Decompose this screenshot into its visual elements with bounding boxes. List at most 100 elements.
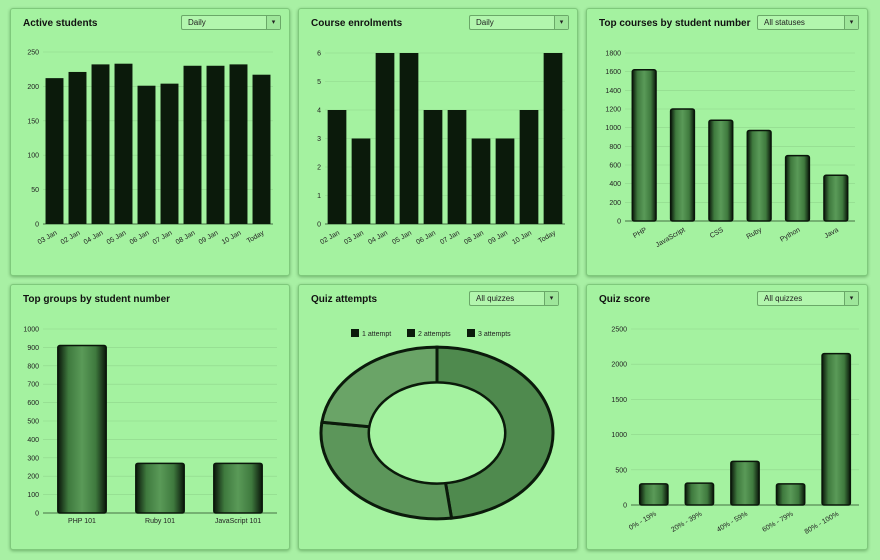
y-tick-label: 0: [35, 222, 39, 229]
bar[interactable]: [213, 462, 263, 514]
panel-active-students: Active students Daily ▾ 0 50 100 150 200 250 0…: [10, 8, 290, 276]
y-tick-label: 50: [31, 187, 39, 194]
quiz-score-chart: 0 500 1000 1500 2000 2500 0% - 19% 20% - 39% 40%…: [611, 327, 859, 536]
y-tick-label: 1000: [23, 327, 39, 334]
panel-course-enrolments: Course enrolments Daily ▾ 0 1 2 3 4 5 6 02 Jan 0…: [298, 8, 578, 276]
dropdown-value: Daily: [188, 18, 206, 27]
period-dropdown[interactable]: Daily ▾: [181, 15, 281, 30]
bar[interactable]: [114, 63, 133, 224]
y-tick-label: 700: [27, 382, 39, 389]
bar[interactable]: [229, 64, 248, 224]
top-courses-chart: 0 200 400 600 800 1000 1200 1400 1600 1800 PHP Java…: [605, 51, 855, 249]
top-groups-chart: 0 100 200 300 400 500 600 700 800 900 1000 PHP 101 R…: [23, 327, 277, 525]
status-dropdown[interactable]: All statuses ▾: [757, 15, 859, 30]
x-tick-label: JavaScript 101: [215, 518, 261, 525]
x-tick-label: 60% - 79%: [761, 511, 794, 534]
y-tick-label: 300: [27, 455, 39, 462]
bar[interactable]: [823, 174, 849, 222]
x-tick-label: 04 Jan: [83, 230, 105, 247]
dropdown-value: All statuses: [764, 18, 805, 27]
bar[interactable]: [519, 110, 539, 224]
x-tick-label: CSS: [709, 227, 725, 240]
x-tick-label: Ruby: [746, 226, 764, 240]
x-tick-label: 07 Jan: [152, 230, 174, 247]
quiz-attempts-chart: 1 attempt 2 attempts 3 attempts: [319, 329, 555, 521]
y-tick-label: 1200: [605, 107, 621, 114]
bar[interactable]: [68, 71, 87, 224]
bar[interactable]: [471, 138, 491, 225]
y-tick-label: 0: [623, 503, 627, 510]
bar[interactable]: [638, 483, 669, 506]
y-tick-label: 600: [27, 400, 39, 407]
bar[interactable]: [708, 119, 734, 222]
bar[interactable]: [351, 138, 371, 225]
bar[interactable]: [746, 129, 772, 222]
legend-swatch: [351, 329, 359, 337]
bar[interactable]: [91, 64, 110, 224]
x-tick-label: 08 Jan: [175, 230, 197, 247]
x-tick-label: Java: [824, 227, 840, 241]
period-dropdown[interactable]: Daily ▾: [469, 15, 569, 30]
bar[interactable]: [183, 65, 202, 224]
y-tick-label: 2000: [611, 362, 627, 369]
bar[interactable]: [135, 462, 185, 514]
y-tick-label: 1000: [605, 125, 621, 132]
bar[interactable]: [327, 110, 347, 224]
bar[interactable]: [57, 344, 107, 514]
panel-title: Active students: [23, 18, 98, 29]
x-tick-label: 02 Jan: [60, 230, 82, 247]
y-tick-label: 400: [609, 181, 621, 188]
y-tick-label: 5: [317, 79, 321, 86]
bar[interactable]: [423, 110, 443, 224]
x-tick-label: 03 Jan: [343, 230, 365, 247]
chevron-down-icon: ▾: [554, 16, 568, 29]
bar[interactable]: [206, 65, 225, 224]
bar[interactable]: [45, 78, 64, 224]
y-tick-label: 500: [615, 467, 627, 474]
x-tick-label: 05 Jan: [391, 230, 413, 247]
x-tick-label: 06 Jan: [415, 230, 437, 247]
panel-title: Quiz score: [599, 294, 651, 305]
y-tick-label: 200: [27, 84, 39, 91]
x-tick-label: 40% - 59%: [716, 511, 749, 534]
y-tick-label: 250: [27, 50, 39, 57]
quiz-dropdown[interactable]: All quizzes ▾: [757, 291, 859, 306]
x-tick-label: 06 Jan: [129, 230, 151, 247]
bar[interactable]: [543, 53, 563, 224]
bar[interactable]: [137, 85, 156, 224]
bar[interactable]: [784, 154, 811, 222]
y-tick-label: 0: [35, 511, 39, 518]
y-tick-label: 0: [317, 222, 321, 229]
y-tick-label: 200: [27, 474, 39, 481]
panel-title: Top courses by student number: [599, 18, 751, 29]
dropdown-value: All quizzes: [476, 294, 515, 303]
bar[interactable]: [399, 53, 419, 224]
quiz-dropdown[interactable]: All quizzes ▾: [469, 291, 559, 306]
x-tick-label: 08 Jan: [463, 230, 485, 247]
course-enrolments-chart: 0 1 2 3 4 5 6 02 Jan 03 Jan 04 Jan 05 Jan 06 Jan 07 …: [317, 51, 565, 247]
bar[interactable]: [447, 110, 467, 224]
y-tick-label: 6: [317, 51, 321, 58]
bar[interactable]: [631, 69, 657, 222]
y-tick-label: 2: [317, 165, 321, 172]
y-tick-label: 500: [27, 419, 39, 426]
bar[interactable]: [684, 482, 715, 506]
bar[interactable]: [730, 460, 760, 506]
y-tick-label: 600: [609, 163, 621, 170]
panel-title: Top groups by student number: [23, 294, 171, 305]
bar[interactable]: [669, 108, 696, 222]
bar[interactable]: [252, 74, 271, 224]
x-tick-label: 07 Jan: [439, 230, 461, 247]
bar[interactable]: [495, 138, 515, 225]
y-tick-label: 100: [27, 492, 39, 499]
y-tick-label: 200: [609, 200, 621, 207]
bar[interactable]: [160, 83, 179, 224]
x-tick-label: PHP 101: [68, 518, 96, 525]
chevron-down-icon: ▾: [844, 292, 858, 305]
bar[interactable]: [821, 352, 852, 506]
x-tick-label: 0% - 19%: [628, 511, 658, 532]
x-tick-label: JavaScript: [655, 227, 687, 249]
bar[interactable]: [775, 483, 806, 506]
bar[interactable]: [375, 53, 395, 224]
